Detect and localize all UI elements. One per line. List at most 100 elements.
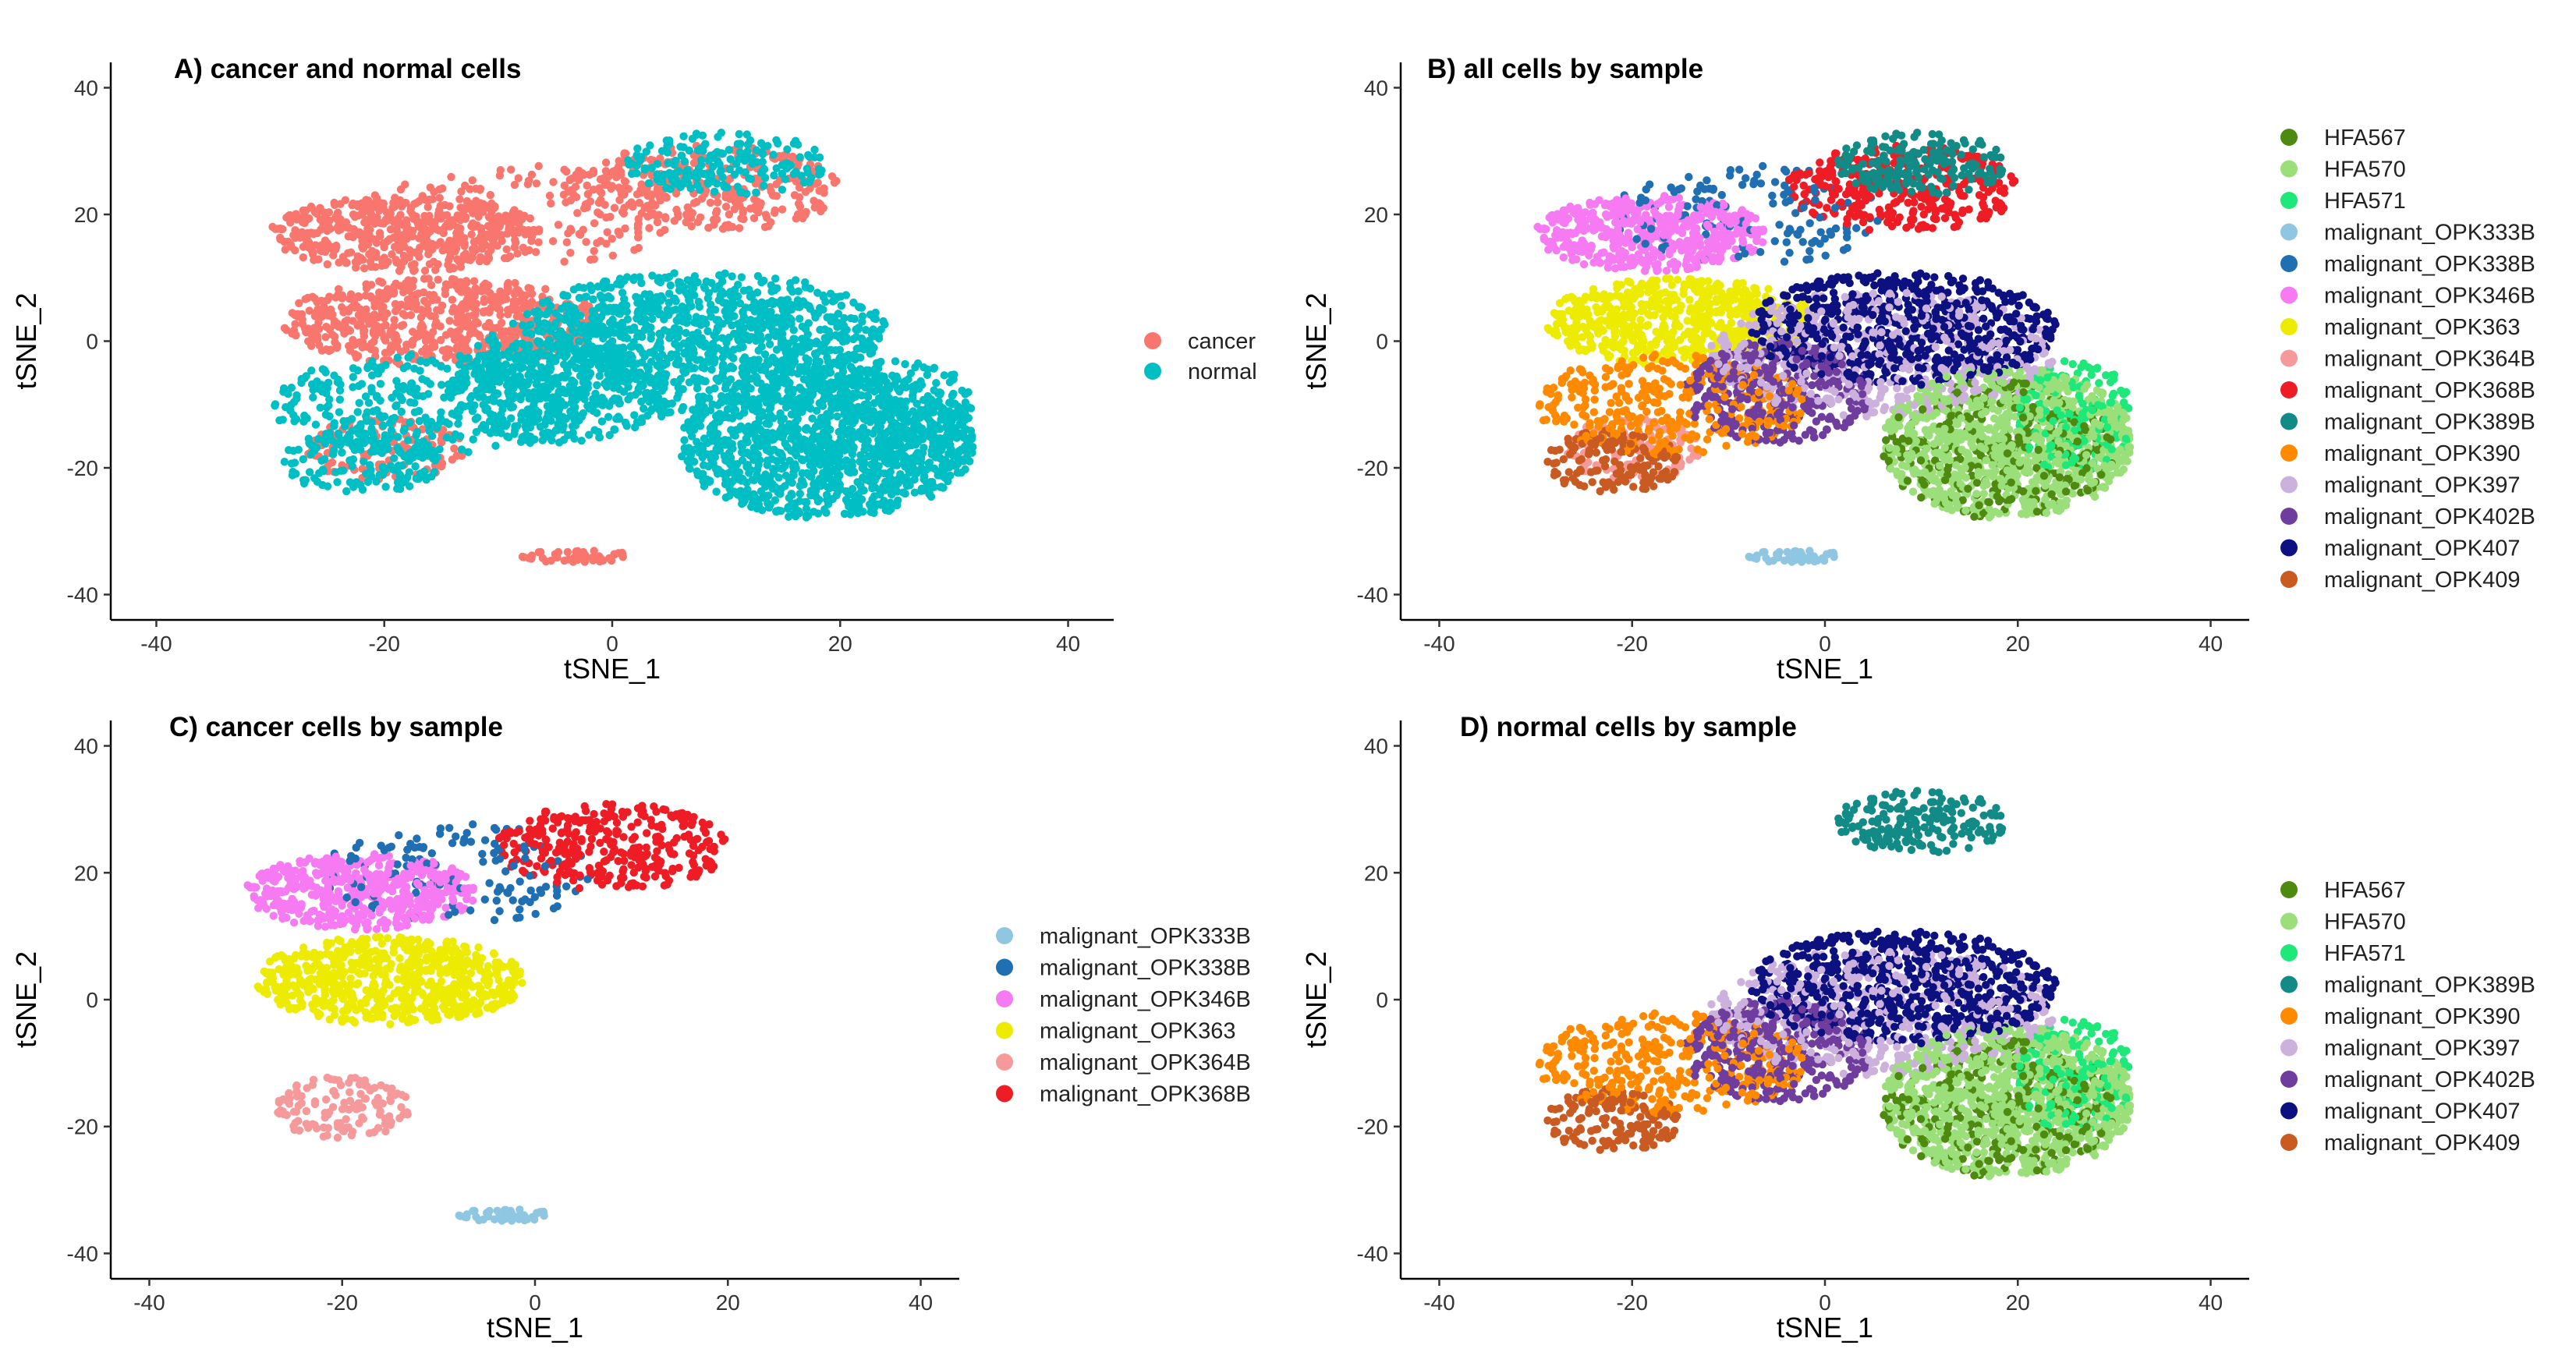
data-point xyxy=(353,408,362,416)
data-point xyxy=(685,289,693,298)
data-point xyxy=(493,341,502,349)
data-point xyxy=(646,211,655,219)
data-point xyxy=(346,248,356,257)
data-point xyxy=(332,343,342,352)
data-point xyxy=(563,547,572,557)
data-point xyxy=(798,469,806,478)
data-point xyxy=(595,184,604,193)
data-point xyxy=(575,229,584,239)
data-point xyxy=(504,310,512,319)
data-point xyxy=(674,210,682,218)
data-point xyxy=(885,473,895,482)
data-point xyxy=(966,427,976,435)
data-point xyxy=(919,486,927,495)
data-point xyxy=(810,466,818,476)
data-point xyxy=(430,188,438,196)
data-point xyxy=(653,160,661,168)
data-point xyxy=(418,193,427,201)
data-point xyxy=(542,392,551,401)
data-point xyxy=(721,493,730,502)
data-point xyxy=(503,283,512,292)
data-point xyxy=(311,420,321,429)
data-point xyxy=(733,182,742,191)
data-point xyxy=(305,468,314,476)
data-point xyxy=(509,296,519,306)
data-point xyxy=(692,129,701,138)
data-point xyxy=(456,306,465,315)
data-point xyxy=(403,296,413,304)
data-point xyxy=(563,292,572,300)
data-point xyxy=(339,308,348,317)
data-point xyxy=(393,484,402,493)
data-point xyxy=(637,278,646,288)
data-point xyxy=(643,191,652,200)
data-point xyxy=(534,548,544,557)
data-point xyxy=(367,418,376,427)
data-point xyxy=(673,356,682,365)
data-point xyxy=(397,321,406,331)
data-point xyxy=(815,153,824,162)
data-point xyxy=(764,499,772,508)
data-point xyxy=(356,421,365,430)
data-point xyxy=(522,328,530,337)
data-point xyxy=(689,349,698,357)
data-point xyxy=(494,229,502,238)
data-point xyxy=(614,412,622,421)
data-point xyxy=(533,409,543,417)
data-point xyxy=(870,387,879,396)
data-point xyxy=(848,429,856,437)
data-point xyxy=(753,465,762,474)
data-point xyxy=(798,322,806,331)
data-point xyxy=(652,390,661,398)
data-point xyxy=(324,401,333,410)
data-point xyxy=(457,187,466,196)
data-point xyxy=(769,329,778,338)
data-point xyxy=(431,453,440,462)
data-point xyxy=(389,466,398,474)
data-point xyxy=(700,364,709,373)
data-point xyxy=(449,264,459,273)
data-point xyxy=(338,448,346,457)
data-point xyxy=(564,187,572,196)
data-point xyxy=(434,260,442,269)
data-point xyxy=(670,269,679,278)
data-point xyxy=(595,372,604,381)
data-point xyxy=(634,233,643,242)
data-point xyxy=(783,145,792,154)
data-point xyxy=(436,238,445,246)
data-point xyxy=(679,132,688,140)
data-point xyxy=(299,243,308,251)
data-point xyxy=(805,178,814,186)
data-point xyxy=(471,415,480,423)
data-point xyxy=(321,208,329,217)
data-point xyxy=(466,321,475,330)
data-point xyxy=(374,313,382,322)
data-point xyxy=(408,210,416,218)
data-point xyxy=(655,337,664,345)
data-point xyxy=(749,214,759,222)
data-point xyxy=(722,312,731,320)
data-point xyxy=(298,218,307,227)
data-point xyxy=(507,165,516,174)
data-point xyxy=(732,489,741,498)
data-point xyxy=(853,478,862,487)
data-point xyxy=(491,441,500,450)
data-point xyxy=(407,261,416,270)
data-point xyxy=(289,326,299,335)
data-point xyxy=(399,251,408,260)
data-point xyxy=(475,393,484,402)
data-point xyxy=(640,352,649,361)
data-point xyxy=(806,404,815,413)
data-point xyxy=(536,310,544,319)
data-point xyxy=(778,205,787,214)
data-point xyxy=(934,470,944,479)
data-point xyxy=(696,340,705,349)
data-point xyxy=(760,366,769,375)
data-point xyxy=(447,172,455,182)
data-point xyxy=(857,391,866,400)
data-point xyxy=(306,330,316,338)
data-point xyxy=(575,283,583,292)
data-point xyxy=(510,430,519,438)
data-point xyxy=(615,353,623,362)
data-point xyxy=(768,190,777,200)
